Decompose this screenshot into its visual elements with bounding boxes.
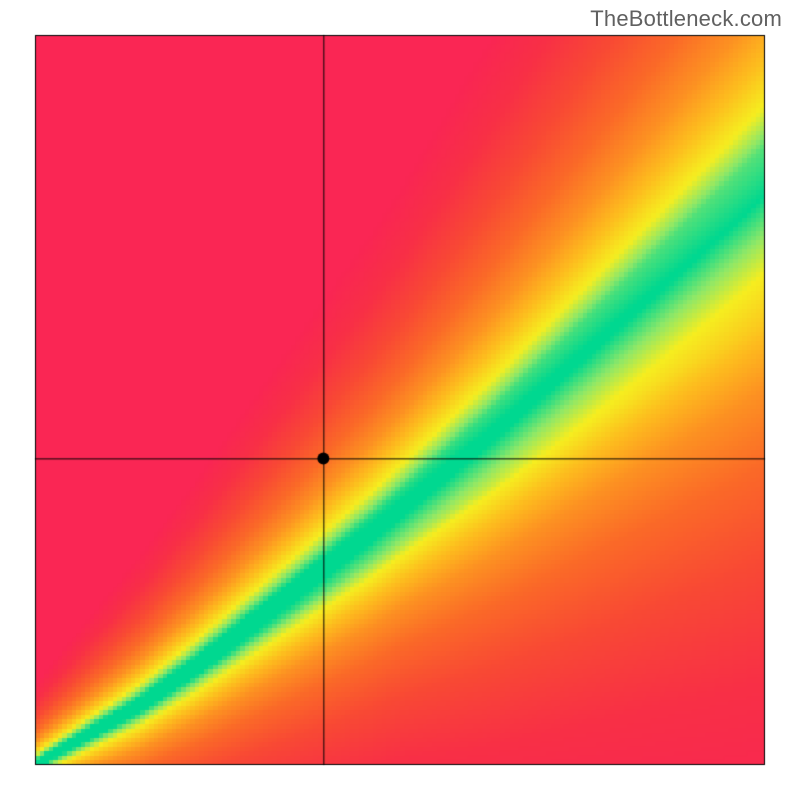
watermark-label: TheBottleneck.com	[590, 6, 782, 32]
chart-container: TheBottleneck.com	[0, 0, 800, 800]
crosshair-overlay	[0, 0, 800, 800]
